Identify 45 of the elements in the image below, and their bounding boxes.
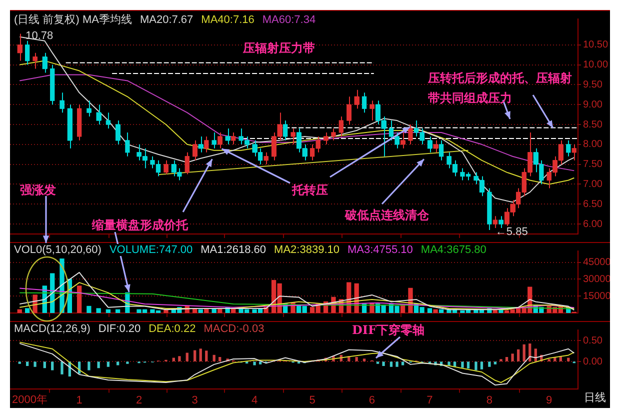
y-tick-label: 6.50	[583, 198, 603, 210]
x-tick-label: 8	[486, 394, 492, 406]
x-axis-title: 2000年	[12, 393, 48, 407]
y-tick-label: 9.00	[583, 99, 603, 110]
text: VOLUME:747.00	[109, 244, 193, 256]
y-tick-label: 7.50	[583, 159, 603, 170]
annotation: 缩量横盘形成价托	[92, 217, 188, 234]
x-tick-label: 9	[546, 394, 552, 406]
annotation: 压辐射压力带	[243, 40, 315, 57]
y-tick-label: 10.00	[583, 60, 608, 71]
annotation: 托转压	[292, 182, 328, 199]
x-tick-label: 7	[426, 394, 433, 406]
annotation: 破低点连线清仓	[345, 207, 429, 224]
annotation: DIF下穿零轴	[352, 322, 425, 339]
y-tick-label: 9.50	[583, 79, 603, 90]
text: MA4:3675.80	[420, 244, 486, 256]
text: MA40:7.16	[201, 14, 254, 26]
y-tick-label: 0.00	[583, 356, 603, 368]
series-label: MACD:-0.03	[204, 323, 264, 335]
x-tick-label: 4	[251, 394, 258, 406]
x-tick-label: 1	[76, 394, 82, 406]
y-tick-label: 0.50	[583, 335, 603, 346]
y-tick-label: 8.00	[583, 139, 603, 150]
x-tick-label: 2	[136, 394, 142, 406]
y-tick-label: 10.50	[583, 40, 608, 51]
text: MA60:7.34	[262, 14, 316, 26]
x-tick-label: 3	[192, 394, 198, 406]
x-tick-label: 5	[309, 394, 316, 406]
annotation: 强涨发	[20, 182, 56, 199]
text: 日线	[584, 392, 606, 405]
chart-title: VOL0(5,10,20,60)	[14, 244, 102, 256]
y-tick-label: 8.50	[583, 119, 603, 130]
text: MA2:3839.10	[274, 244, 340, 256]
text: MA3:4755.10	[347, 244, 413, 256]
text: MA1:2618.60	[200, 244, 266, 256]
annotation: 压转托后形成的托、压辐射带共同组成压力	[428, 70, 573, 107]
text: MA20:7.67	[140, 14, 194, 26]
x-tick-label: 6	[368, 394, 376, 406]
text: DIF:0.20	[98, 323, 141, 335]
chart-title: (日线 前复权) MA季均线	[14, 14, 132, 26]
chart-title: MACD(12,26,9)	[14, 323, 90, 335]
text: DEA:0.22	[148, 323, 196, 335]
y-tick-label: 7.00	[583, 178, 603, 190]
annotation: 10.78	[26, 30, 54, 42]
y-tick-label: 6.00	[583, 218, 603, 230]
